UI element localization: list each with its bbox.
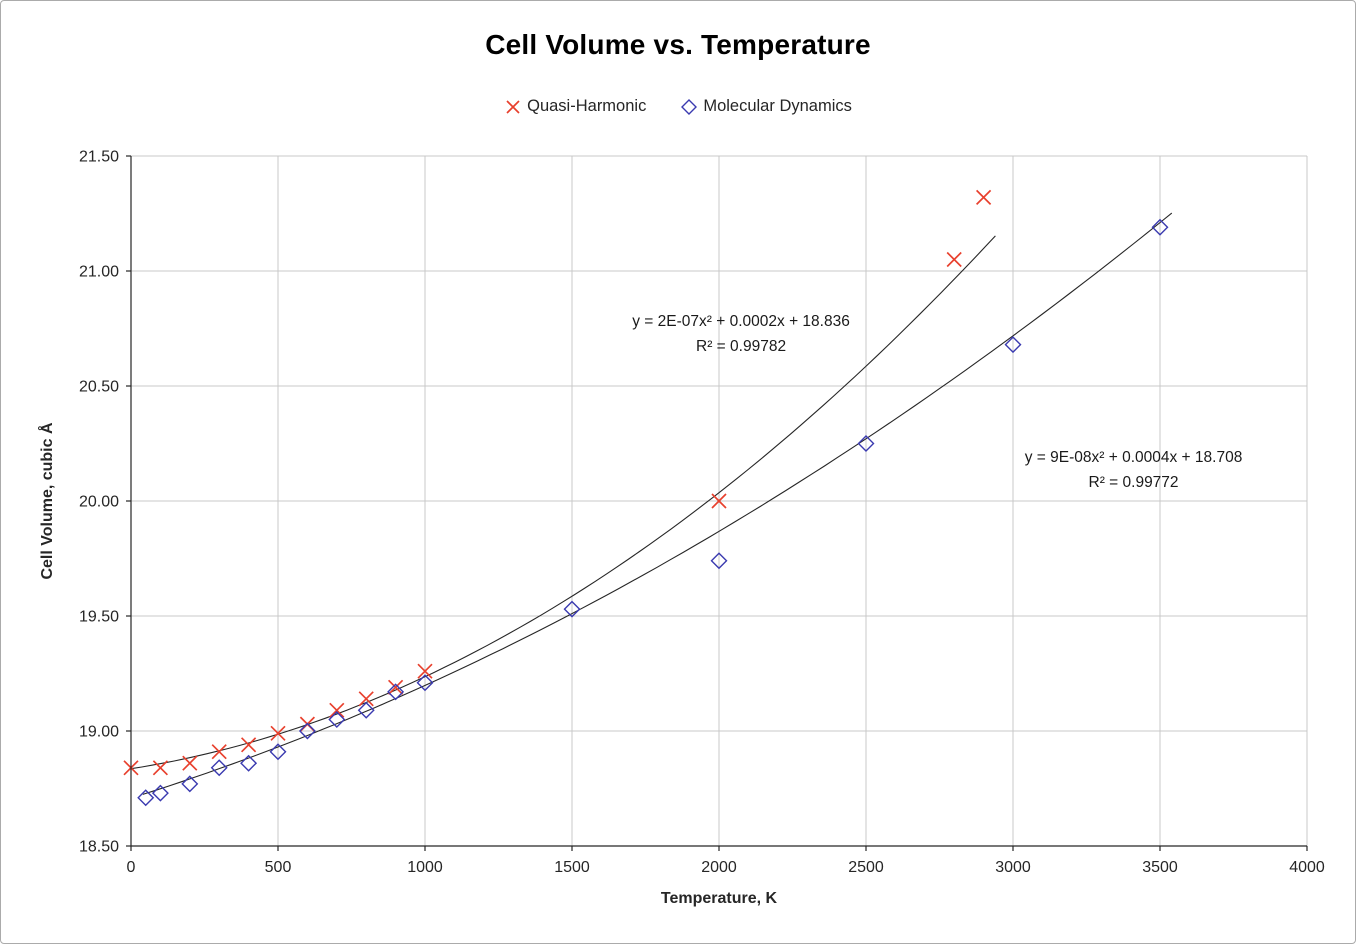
data-point-quasi-harmonic [975,189,992,206]
x-tick-label: 3000 [995,859,1031,876]
data-point-molecular-dynamics [137,789,155,807]
trendline-equation: R² = 0.99782 [696,338,786,355]
data-point-quasi-harmonic [387,679,404,695]
data-point-molecular-dynamics [328,711,346,728]
chart-legend: Quasi-Harmonic Molecular Dynamics [1,97,1355,116]
x-tick-label: 1000 [407,859,443,876]
data-point-molecular-dynamics [563,600,581,618]
trendline-equation: y = 9E-08x² + 0.0004x + 18.708 [1025,449,1243,466]
trendline-molecular-dynamics [142,212,1173,795]
y-tick-label: 20.00 [79,494,119,511]
x-tick-label: 2500 [848,859,884,876]
legend-label-quasi-harmonic: Quasi-Harmonic [527,97,647,115]
data-point-molecular-dynamics [857,435,875,452]
x-marker-icon [506,99,520,114]
y-tick-label: 19.50 [79,609,119,626]
legend-item-molecular-dynamics: Molecular Dynamics [680,97,852,116]
data-point-quasi-harmonic [711,493,727,509]
x-tick-label: 2000 [701,859,737,876]
data-point-quasi-harmonic [270,725,286,741]
y-tick-label: 20.50 [79,379,119,396]
legend-label-molecular-dynamics: Molecular Dynamics [703,97,852,115]
trendline-equation: R² = 0.99772 [1089,474,1179,491]
data-point-quasi-harmonic [240,737,257,753]
data-point-quasi-harmonic [358,691,374,707]
chart-title: Cell Volume vs. Temperature [485,29,871,60]
x-tick-label: 1500 [554,859,590,876]
y-tick-label: 21.50 [79,149,119,166]
data-point-molecular-dynamics [298,722,316,740]
data-point-molecular-dynamics [240,754,258,772]
data-point-quasi-harmonic [417,663,433,679]
data-point-molecular-dynamics [269,743,287,761]
data-point-molecular-dynamics [710,552,728,570]
x-tick-label: 0 [127,859,136,876]
y-tick-label: 18.50 [79,839,119,856]
y-tick-label: 19.00 [79,724,119,741]
data-point-molecular-dynamics [1004,336,1022,354]
data-point-molecular-dynamics [210,759,228,777]
x-tick-label: 500 [265,859,292,876]
data-point-quasi-harmonic [182,755,198,771]
diamond-marker-icon [681,98,698,115]
data-point-quasi-harmonic [211,744,227,760]
data-point-molecular-dynamics [387,683,405,701]
data-point-molecular-dynamics [416,674,434,692]
data-point-quasi-harmonic [152,760,169,776]
y-axis-title: Cell Volume, cubic Å [39,422,56,580]
x-tick-label: 4000 [1289,859,1325,876]
data-point-molecular-dynamics [181,775,199,793]
data-point-molecular-dynamics [1151,218,1169,236]
data-point-quasi-harmonic [946,251,962,268]
data-point-molecular-dynamics [357,701,375,719]
data-point-molecular-dynamics [151,784,169,802]
y-tick-label: 21.00 [79,264,119,281]
x-tick-label: 3500 [1142,859,1178,876]
legend-item-quasi-harmonic: Quasi-Harmonic [504,97,646,116]
x-axis-title: Temperature, K [660,890,778,907]
trendline-equation: y = 2E-07x² + 0.0002x + 18.836 [632,313,850,330]
data-point-quasi-harmonic [329,702,345,718]
